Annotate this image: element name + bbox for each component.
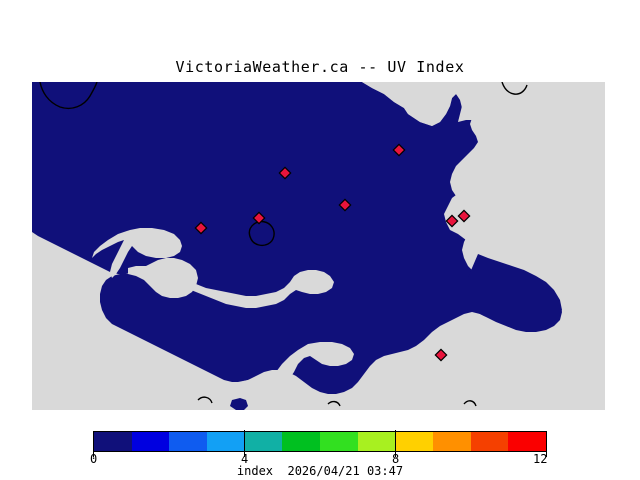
colorbar-segment-10 (470, 432, 509, 451)
station-marker[interactable] (194, 221, 208, 235)
station-marker[interactable] (457, 209, 471, 223)
colorbar-segment-7 (357, 432, 396, 451)
colorbar-container[interactable] (93, 430, 547, 457)
colorbar-tick-12 (546, 452, 547, 457)
contour-mark-south-b (463, 400, 477, 407)
colorbar-segment-4 (244, 432, 283, 451)
land-spit-east (128, 266, 334, 308)
colorbar-segment-1 (131, 432, 170, 451)
land-southwest (32, 270, 300, 404)
colorbar-segment-9 (433, 432, 471, 451)
land-spit-northwest (92, 228, 182, 278)
colorbar-segment-0 (94, 432, 132, 451)
contour-mark-south-a (327, 400, 341, 407)
station-marker-group[interactable] (194, 143, 471, 362)
contour-line-northeast (501, 82, 528, 95)
station-marker[interactable] (445, 214, 459, 228)
station-marker[interactable] (392, 143, 406, 157)
colorbar-divider-4 (244, 430, 245, 453)
uv-field-region (32, 82, 562, 394)
land-northeast (362, 82, 605, 278)
colorbar-segment-5 (282, 432, 321, 451)
colorbar-segment-2 (169, 432, 208, 451)
uv-field-island-south (230, 398, 248, 410)
station-marker[interactable] (252, 211, 266, 225)
colorbar-segment-8 (395, 432, 434, 451)
uv-field-east-bay (466, 254, 562, 330)
colorbar-divider-8 (395, 430, 396, 453)
colorbar-label-12: 12 (533, 452, 548, 466)
station-marker[interactable] (278, 166, 292, 180)
uv-index-map[interactable] (32, 82, 605, 410)
page-title: VictoriaWeather.ca -- UV Index (175, 58, 465, 76)
station-marker[interactable] (434, 348, 448, 362)
colorbar-segment-6 (320, 432, 358, 451)
map-panel[interactable] (32, 82, 605, 410)
contour-line-northwest (39, 82, 98, 110)
colorbar-label-4: 4 (241, 452, 249, 466)
colorbar-tick-8 (395, 452, 396, 457)
colorbar[interactable] (93, 431, 547, 452)
colorbar-label-8: 8 (392, 452, 400, 466)
land-south-peninsula (274, 342, 354, 384)
colorbar-tick-4 (244, 452, 245, 457)
colorbar-caption: index 2026/04/21 03:47 (236, 464, 404, 478)
colorbar-segment-3 (207, 432, 245, 451)
colorbar-label-0: 0 (90, 452, 98, 466)
contour-blob-central (248, 220, 275, 247)
colorbar-tick-0 (93, 452, 94, 457)
station-marker[interactable] (338, 198, 352, 212)
colorbar-segment-11 (508, 432, 547, 451)
contour-mark-south-c (197, 396, 213, 404)
